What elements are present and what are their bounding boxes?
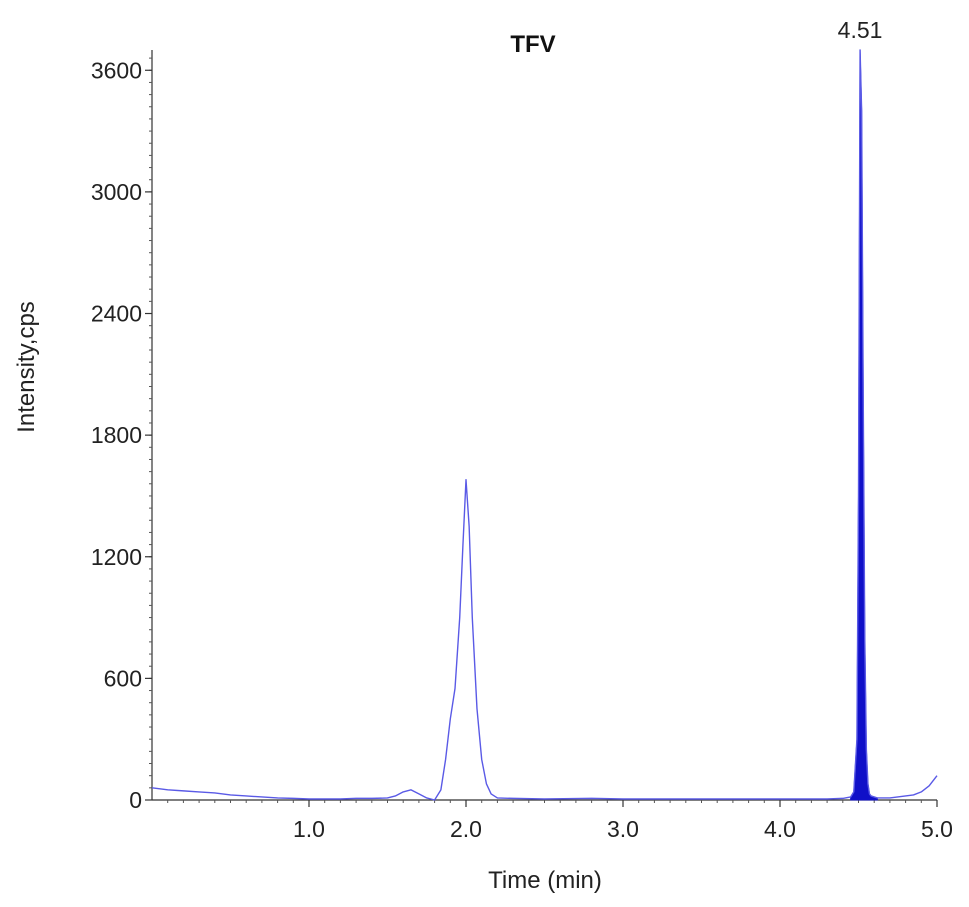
plot-area: 4.51 bbox=[151, 17, 938, 801]
y-tick-label: 1800 bbox=[91, 422, 142, 448]
peak-retention-label: 4.51 bbox=[838, 17, 883, 43]
axes: 0 600 1200 1800 2400 3000 3600 1.0 2.0 3.0 4.0 5.0 bbox=[91, 50, 953, 842]
y-tick-label: 1200 bbox=[91, 544, 142, 570]
x-tick-label: 5.0 bbox=[921, 816, 953, 842]
y-tick-label: 3600 bbox=[91, 57, 142, 83]
y-tick-label: 600 bbox=[104, 665, 142, 691]
x-tick-label: 3.0 bbox=[607, 816, 639, 842]
chart-title: TFV bbox=[510, 31, 555, 58]
y-axis-title: Intensity,cps bbox=[13, 301, 40, 433]
x-tick-label: 4.0 bbox=[764, 816, 796, 842]
y-tick-label: 2400 bbox=[91, 301, 142, 327]
x-axis-title: Time (min) bbox=[488, 867, 602, 894]
y-tick-label: 0 bbox=[129, 787, 142, 813]
y-tick-label: 3000 bbox=[91, 179, 142, 205]
x-tick-label: 2.0 bbox=[450, 816, 482, 842]
chromatogram-trace bbox=[151, 49, 938, 801]
x-tick-label: 1.0 bbox=[293, 816, 325, 842]
